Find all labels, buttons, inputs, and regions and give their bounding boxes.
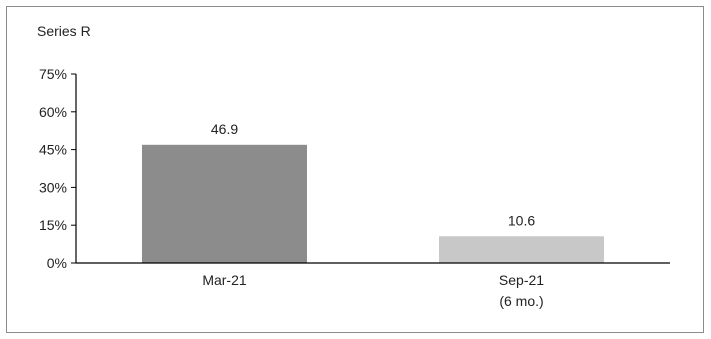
bar-value-label: 46.9 bbox=[211, 121, 238, 137]
bars: 46.9 10.6 bbox=[142, 121, 604, 263]
x-axis: Mar-21 Sep-21 (6 mo.) bbox=[76, 262, 670, 309]
bar-value-label: 10.6 bbox=[508, 212, 535, 228]
y-tick-label: 45% bbox=[39, 142, 67, 158]
x-category-sublabel: (6 mo.) bbox=[499, 293, 543, 309]
y-tick-label: 15% bbox=[39, 217, 67, 233]
x-category-label: Mar-21 bbox=[202, 272, 247, 288]
y-axis: 0% 15% 30% 45% 60% 75% bbox=[39, 66, 77, 271]
y-tick-label: 0% bbox=[47, 255, 67, 271]
chart-frame: Series R 0% 15% 30% 45% 60% 75% 46.9 10.6 Mar-… bbox=[6, 6, 704, 333]
y-tick-label: 30% bbox=[39, 179, 67, 195]
x-category-label: Sep-21 bbox=[499, 272, 544, 288]
y-tick-label: 60% bbox=[39, 104, 67, 120]
bar-chart: Series R 0% 15% 30% 45% 60% 75% 46.9 10.6 Mar-… bbox=[37, 23, 670, 309]
bar-sep-21 bbox=[439, 236, 604, 263]
chart-title: Series R bbox=[37, 23, 91, 39]
y-tick-label: 75% bbox=[39, 66, 67, 82]
bar-mar-21 bbox=[142, 144, 307, 263]
